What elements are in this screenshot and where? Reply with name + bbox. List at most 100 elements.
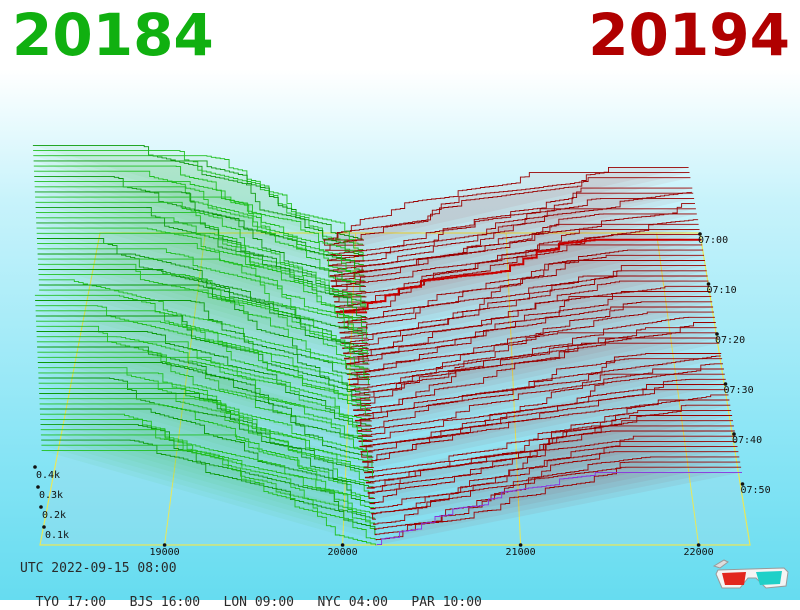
depth-tick-label: 0.1k bbox=[45, 530, 69, 541]
ask-depth-line bbox=[357, 363, 723, 437]
bid-depth-line bbox=[38, 263, 368, 360]
bid-depth-line bbox=[37, 356, 372, 453]
tick-marker bbox=[518, 543, 523, 547]
bid-depth-line bbox=[38, 279, 369, 375]
ask-depth-line bbox=[331, 213, 697, 287]
tick-marker bbox=[162, 543, 167, 547]
time-ticks: 07:00 07:10 07:20 07:30 07:40 07:50 bbox=[698, 232, 771, 496]
ask-price: 20194 bbox=[588, 1, 790, 69]
tz-city: NYC bbox=[317, 595, 341, 610]
bid-depth-line bbox=[38, 387, 374, 484]
bid-depth-line bbox=[40, 434, 376, 530]
tick-marker bbox=[698, 232, 702, 236]
bid-depth-line bbox=[40, 418, 375, 515]
ask-depth-line bbox=[366, 415, 733, 489]
bid-depth-line bbox=[36, 227, 367, 324]
ask-depth-line bbox=[355, 353, 722, 427]
bid-depth-line bbox=[35, 300, 370, 396]
bid-depth-line bbox=[37, 243, 367, 339]
tz-time: 17:00 bbox=[66, 595, 107, 610]
ask-depth-line bbox=[347, 306, 714, 381]
depth-ticks: 0.1k 0.2k 0.3k 0.4k bbox=[33, 465, 69, 541]
bid-depth-line bbox=[34, 294, 370, 391]
ask-depth-line bbox=[338, 254, 704, 329]
bid-depth-line bbox=[34, 175, 364, 272]
ask-depth-line bbox=[358, 368, 724, 443]
bid-depth-line bbox=[33, 160, 364, 256]
anaglyph-3d-glasses-icon[interactable] bbox=[712, 558, 792, 594]
ask-depth-line bbox=[333, 223, 699, 298]
ask-depth-line bbox=[339, 260, 705, 334]
ask-depth-line bbox=[343, 280, 709, 355]
depth-tick-label: 0.4k bbox=[36, 470, 60, 481]
bid-depth-line bbox=[35, 310, 370, 406]
ask-depth-line bbox=[351, 327, 717, 401]
ask-depth-line bbox=[356, 358, 723, 432]
bid-depth-line bbox=[36, 217, 366, 313]
depth-tick-label: 0.2k bbox=[42, 510, 66, 521]
ask-depth-line bbox=[341, 270, 707, 344]
bid-depth-line bbox=[37, 248, 368, 344]
bid-depth-line bbox=[39, 398, 374, 494]
tick-marker bbox=[706, 282, 711, 286]
ask-depth-line bbox=[332, 219, 699, 293]
ask-depth-line bbox=[330, 208, 696, 282]
bid-depth-line bbox=[36, 325, 371, 422]
tick-marker bbox=[732, 432, 736, 436]
bid-depth-line bbox=[38, 274, 369, 370]
tick-marker bbox=[740, 482, 745, 486]
ask-depth-line bbox=[348, 311, 714, 386]
bid-depth-line bbox=[39, 393, 374, 489]
bid-depth-line bbox=[37, 258, 368, 355]
bid-depth-line bbox=[33, 155, 364, 251]
ask-depth-line bbox=[376, 471, 742, 546]
tick-marker bbox=[33, 465, 37, 469]
ask-depth-line bbox=[325, 177, 691, 251]
tick-marker bbox=[39, 505, 43, 509]
tick-marker bbox=[42, 525, 46, 529]
time-tick-label: 07:10 bbox=[707, 285, 737, 296]
ask-depth-line bbox=[371, 440, 737, 515]
tick-marker bbox=[340, 543, 345, 547]
price-ticks: 19000 20000 21000 22000 bbox=[150, 543, 714, 558]
ask-depth-line bbox=[326, 187, 693, 262]
bid-depth-line bbox=[35, 305, 370, 401]
time-tick-label: 07:40 bbox=[732, 435, 762, 446]
tz-city: BJS bbox=[129, 595, 154, 610]
grid-line bbox=[656, 232, 700, 546]
ask-depth-line bbox=[352, 332, 718, 406]
bid-depth-line bbox=[37, 351, 372, 448]
time-tick-label: 07:20 bbox=[715, 335, 745, 346]
bid-depth-line bbox=[41, 439, 376, 536]
ask-depth-line bbox=[327, 192, 694, 267]
depth-snapshots bbox=[32, 144, 742, 546]
ask-depth-line bbox=[354, 342, 720, 417]
tz-time: 16:00 bbox=[160, 595, 201, 610]
bid-depth-line bbox=[32, 144, 363, 241]
world-clock: TYO 17:00 BJS 16:00 LON 09:00 NYC 04:00 … bbox=[20, 580, 482, 610]
ask-depth-line bbox=[373, 451, 739, 525]
tz-time: 04:00 bbox=[348, 595, 388, 610]
depth-tick-label: 0.3k bbox=[39, 490, 63, 501]
time-tick-label: 07:50 bbox=[741, 485, 771, 496]
bid-depth-line bbox=[39, 403, 374, 499]
bid-depth-line bbox=[34, 191, 365, 287]
bid-depth-line bbox=[41, 449, 376, 546]
ask-depth-line bbox=[342, 275, 708, 350]
bid-depth-line bbox=[35, 206, 366, 303]
tz-city: PAR bbox=[411, 595, 435, 610]
tick-marker bbox=[36, 485, 40, 489]
bid-depth-line bbox=[39, 408, 375, 505]
ask-depth-line bbox=[328, 197, 695, 272]
bid-depth-line bbox=[37, 362, 373, 458]
bid-depth-line bbox=[38, 382, 373, 479]
tz-city: TYO bbox=[35, 595, 60, 610]
utc-timestamp: UTC 2022-09-15 08:00 bbox=[20, 561, 177, 576]
time-tick-label: 07:00 bbox=[698, 235, 728, 246]
ask-depth-line bbox=[323, 166, 689, 241]
price-tick-label: 20000 bbox=[328, 547, 358, 558]
price-tick-label: 22000 bbox=[684, 547, 714, 558]
tz-city: LON bbox=[223, 595, 248, 610]
time-tick-label: 07:30 bbox=[724, 385, 754, 396]
